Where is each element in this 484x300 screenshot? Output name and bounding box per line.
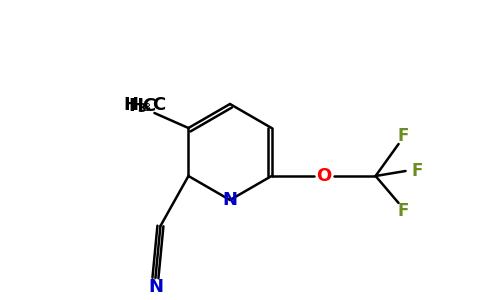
- Text: H: H: [123, 96, 138, 114]
- Text: H: H: [128, 97, 143, 115]
- Text: N: N: [223, 191, 238, 209]
- Text: C: C: [142, 97, 155, 115]
- Text: C: C: [152, 96, 166, 114]
- Text: N: N: [148, 278, 163, 296]
- Text: F: F: [412, 162, 423, 180]
- Text: 3: 3: [137, 103, 146, 116]
- Text: F: F: [398, 127, 409, 145]
- Text: 3: 3: [143, 103, 150, 113]
- Text: F: F: [398, 202, 409, 220]
- Text: O: O: [316, 167, 331, 185]
